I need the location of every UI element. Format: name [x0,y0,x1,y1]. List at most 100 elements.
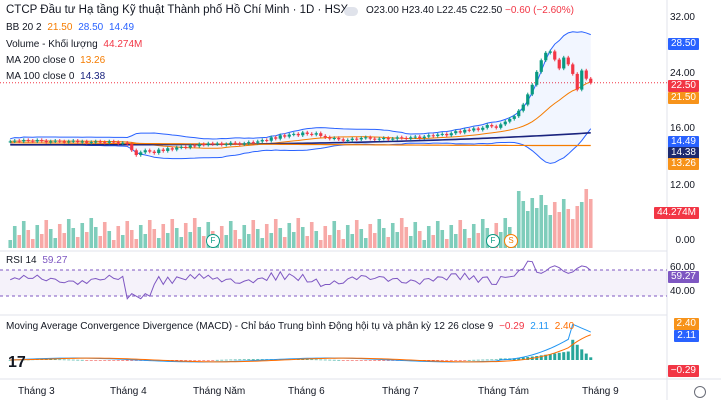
volume-name: Volume - Khối lượng [6,39,98,50]
candle-body [184,146,188,148]
gear-icon[interactable] [694,386,706,398]
rsi-name: RSI 14 [6,255,37,266]
price-scale-label: 32.00 [669,12,695,23]
volume-bar [71,228,76,248]
candle-body [557,59,561,69]
macd-hist-bar [355,360,359,361]
financials-marker-icon[interactable]: F [206,234,220,248]
ma100-tag: 14.38 [667,147,699,159]
ma100-name: MA 100 close 0 [6,71,75,82]
legend-ma200[interactable]: MA 200 close 0 13.26 [6,55,108,67]
candle-body [580,70,584,90]
macd-hist-bar [521,357,525,360]
macd-hist-tag: −0.29 [667,365,699,377]
volume-bar [107,231,112,248]
legend-volume[interactable]: Volume - Khối lượng 44.274M [6,39,145,51]
candle-body [445,133,449,136]
candle-body [202,144,206,146]
candle-body [265,140,269,142]
tradingview-logo[interactable]: 17 [8,354,26,371]
macd-hist-bar [251,359,255,360]
candle-body [67,141,71,143]
candle-body [517,110,521,117]
volume-bar [305,236,310,248]
volume-bar [476,233,481,248]
volume-bar [395,232,400,248]
bb-lower-line [10,128,592,164]
legend-bb[interactable]: BB 20 2 21.50 28.50 14.49 [6,22,137,34]
bb-upper-line [10,31,591,140]
macd-hist-bar [98,360,102,361]
candle-body [278,135,282,139]
candle-body [535,71,539,85]
split-marker-icon[interactable]: S [504,234,518,248]
price-scale-label: 0.00 [675,235,695,246]
volume-bar [143,234,148,248]
candle-body [148,150,152,152]
candle-body [454,131,458,134]
bb-upper-tag: 28.50 [667,38,699,50]
legend-ma100[interactable]: MA 100 close 0 14.38 [6,71,108,83]
candle-body [35,140,39,142]
macd-hist-bar [233,359,237,361]
candle-body [539,60,543,72]
candle-body [211,143,215,145]
candle-body [152,151,156,153]
candle-body [8,141,12,143]
volume-bar [251,220,256,248]
candle-body [346,140,350,142]
symbol-title[interactable]: CTCP Đầu tư Hạ tầng Kỹ thuật Thành phố H… [6,4,349,16]
volume-bar [233,230,238,248]
candle-body [170,148,174,150]
candle-body [197,144,201,147]
macd-hist-bar [310,359,314,361]
legend-rsi[interactable]: RSI 14 59.27 [6,255,70,267]
rsi-scale-label: 40.00 [669,286,695,297]
legend-macd[interactable]: Moving Average Convergence Divergence (M… [6,321,577,333]
macd-hist-bar [193,360,197,361]
volume-bar [134,239,139,248]
candle-body [584,70,588,79]
macd-hist-bar [206,360,210,361]
macd-hist-bar [368,360,372,361]
volume-bar [440,230,445,248]
macd-hist-bar [121,360,125,361]
volume-bar [345,225,350,248]
candle-body [490,125,494,127]
eye-icon[interactable] [344,7,358,16]
candle-body [458,131,462,133]
candle-body [310,133,314,135]
volume-bar [269,233,274,248]
financials-marker-icon[interactable]: F [486,234,500,248]
candle-body [139,152,143,156]
candle-body [359,138,363,140]
candle-body [548,51,552,53]
candle-body [13,140,17,142]
candle-body [89,142,93,144]
macd-hist-bar [103,360,107,361]
volume-bar [26,230,31,248]
volume-bar [341,239,346,248]
volume-bar [390,223,395,248]
ohlc-readout: O23.00 H23.40 L22.45 C22.50 −0.60 (−2.60… [366,5,574,16]
macd-hist-bar [580,349,584,360]
candle-body [94,141,98,143]
candle-body [112,141,116,143]
candle-body [269,137,273,141]
candle-body [76,140,80,143]
volume-bar [48,229,53,248]
candle-body [589,78,593,83]
volume-bar [125,221,130,248]
candle-body [319,133,323,136]
macd-hist-bar [238,359,242,361]
candle-body [553,51,557,60]
candle-body [350,138,354,141]
macd-hist-bar [584,353,588,360]
volume-bar [183,223,188,248]
volume-bar [35,225,40,248]
macd-hist-bar [535,356,539,360]
macd-hist-bar [517,357,521,360]
volume-bar [53,238,58,248]
volume-bar [300,227,305,248]
